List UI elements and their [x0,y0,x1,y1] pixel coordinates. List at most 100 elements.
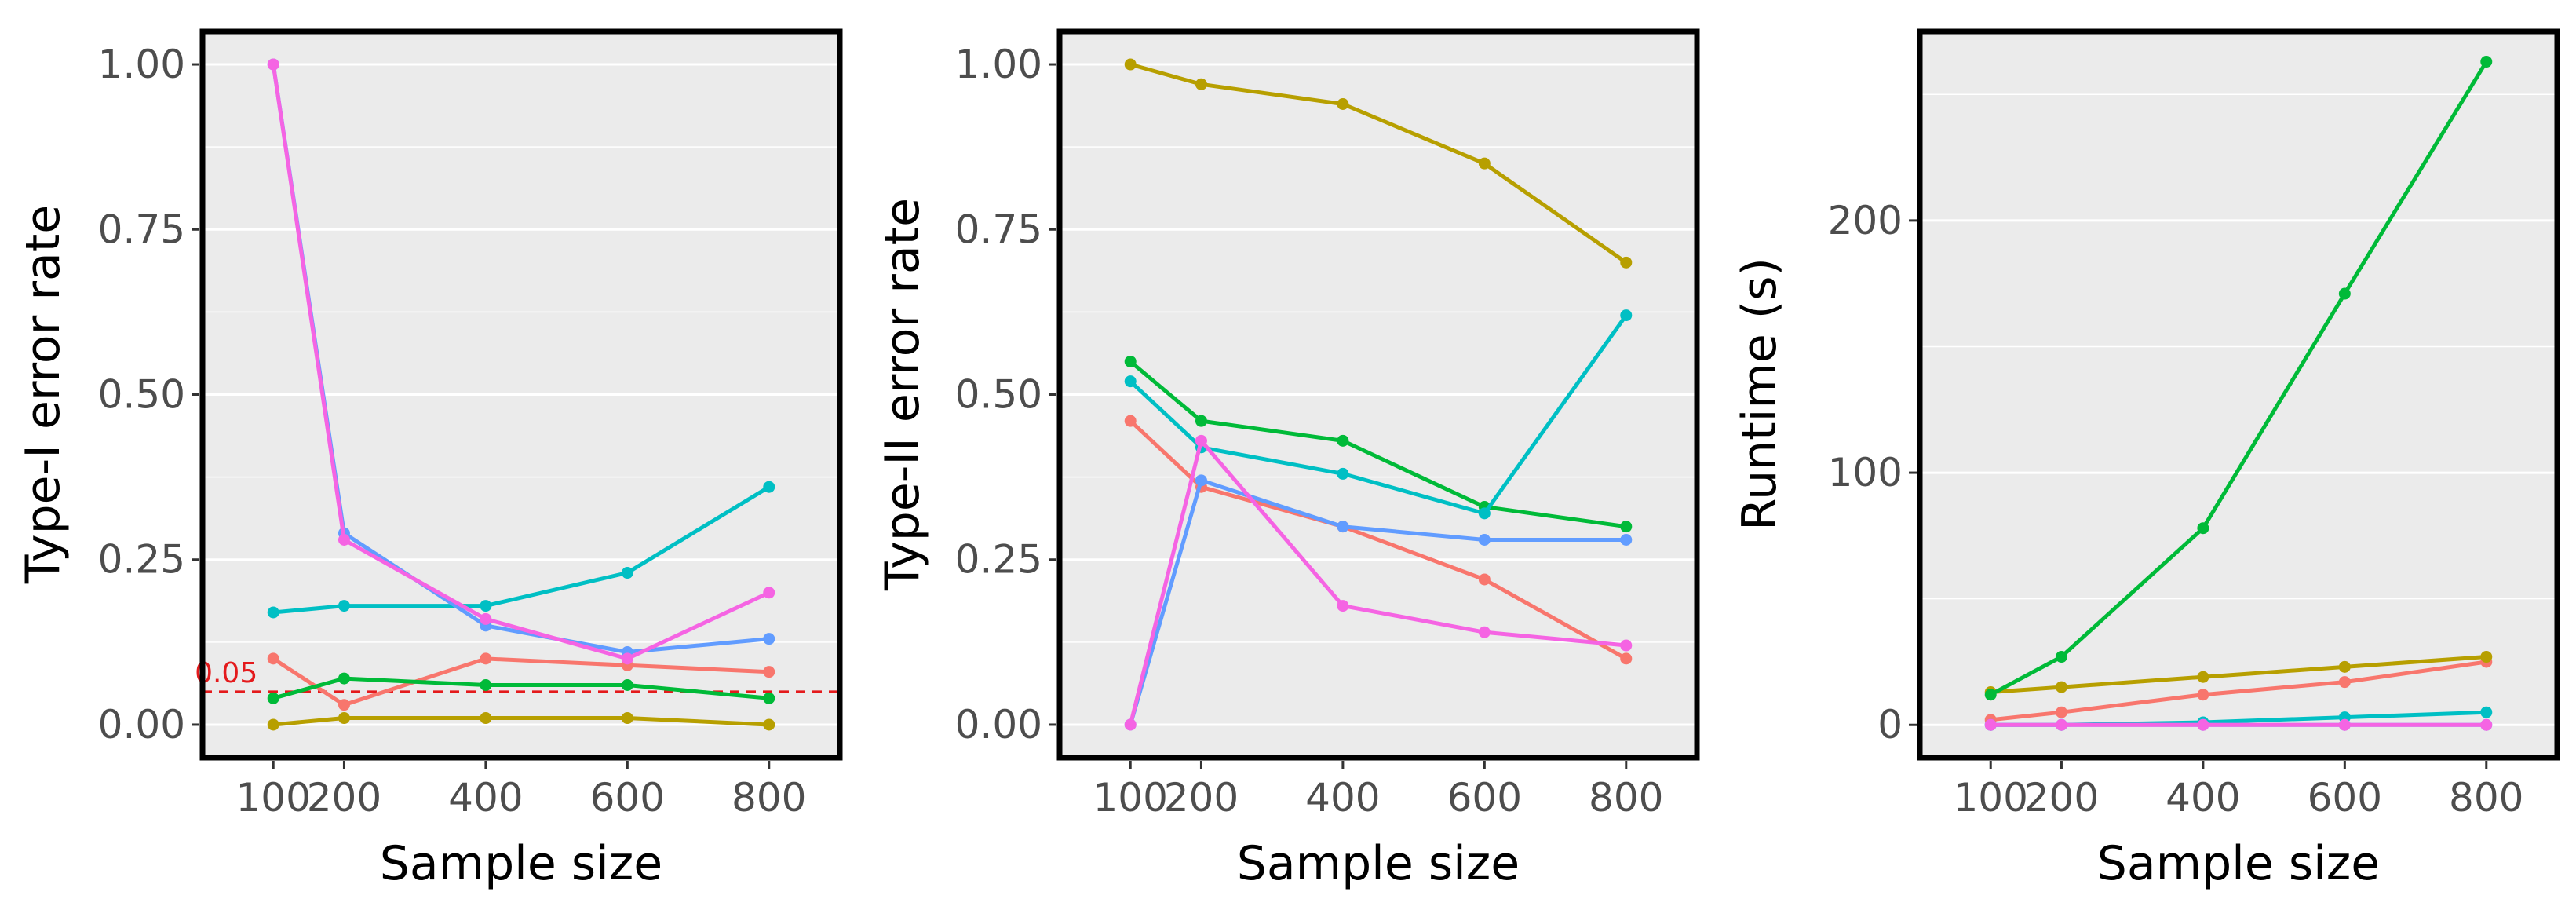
data-point [480,712,492,725]
data-point [1195,78,1207,90]
x-tick-label: 800 [2449,775,2523,820]
x-tick-label: 100 [236,775,311,820]
data-point [1124,375,1137,388]
data-point [1620,652,1633,665]
data-point [763,633,775,645]
data-point [2338,718,2351,731]
y-tick-label: 1.00 [98,42,185,87]
data-point [2197,718,2209,731]
data-point [1620,639,1633,652]
data-point [1195,415,1207,427]
data-point [1478,626,1491,638]
data-point [267,718,279,731]
data-point [480,600,492,612]
data-point [1124,718,1137,731]
data-point [1478,507,1491,520]
gridlines [1060,63,1697,726]
data-point [1620,309,1633,322]
x-tick-label: 100 [1954,775,2028,820]
data-point [1124,355,1137,367]
x-tick-label: 200 [307,775,381,820]
series-layer [1984,56,2493,731]
x-tick-label: 200 [2024,775,2099,820]
data-point [621,652,633,665]
data-point [1337,600,1349,612]
data-point [2055,706,2067,718]
data-point [763,692,775,704]
data-point [1124,58,1137,71]
panel-border [199,28,843,761]
data-point [1337,434,1349,447]
data-point [1478,534,1491,546]
data-point [2480,56,2493,68]
y-tick-label: 1.00 [955,42,1042,87]
x-tick-label: 400 [448,775,523,820]
data-point [267,652,279,665]
data-point [2197,689,2209,701]
panel-border [1917,28,2560,761]
y-tick-label: 0.00 [955,702,1042,747]
data-point [2480,651,2493,663]
x-tick-label: 600 [2308,775,2382,820]
x-tick-label: 800 [1589,775,1663,820]
data-point [2338,676,2351,689]
data-point [621,679,633,691]
y-tick-labels: 0 100 200 [1828,198,1917,747]
y-tick-label: 0 [1877,702,1903,747]
x-axis-title: Sample size [2097,836,2380,891]
data-point [1984,718,1997,731]
data-point [763,718,775,731]
data-point [621,712,633,725]
data-point [763,481,775,493]
data-point [763,666,775,678]
data-point [2055,718,2067,731]
data-point [2338,287,2351,300]
x-tick-label: 400 [1305,775,1380,820]
data-point [2197,522,2209,535]
data-point [338,672,350,685]
y-tick-label: 0.50 [955,372,1042,418]
y-tick-label: 0.25 [955,537,1042,583]
data-point [1337,521,1349,533]
data-point [2338,660,2351,673]
x-tick-label: 400 [2166,775,2240,820]
series-layer [1124,58,1633,731]
data-point [338,699,350,711]
panel-border [1056,28,1700,761]
panel-background [1920,31,2557,758]
data-point [2480,706,2493,718]
y-tick-label: 0.25 [98,537,185,583]
y-tick-label: 100 [1828,450,1903,495]
y-tick-label: 0.75 [98,206,185,252]
x-tick-label: 600 [590,775,665,820]
y-tick-label: 0.50 [98,372,185,418]
data-point [338,534,350,546]
data-point [2480,718,2493,731]
y-tick-labels: 0.00 0.25 0.50 0.75 1.00 [955,42,1056,747]
data-point [1478,157,1491,170]
data-point [2197,671,2209,683]
x-tick-label: 100 [1093,775,1168,820]
data-point [763,587,775,599]
y-axis-title: Type-I error rate [16,205,71,584]
data-point [1620,256,1633,269]
data-point [1195,434,1207,447]
x-tick-label: 800 [732,775,806,820]
data-point [267,692,279,704]
data-point [1337,98,1349,110]
data-point [267,58,279,71]
y-axis-title: Runtime (s) [1732,258,1787,531]
y-axis-title: Type-II error rate [875,198,930,591]
y-tick-label: 0.75 [955,206,1042,252]
data-point [480,652,492,665]
series-layer [267,58,775,731]
x-tick-label: 200 [1164,775,1239,820]
data-point [2055,651,2067,663]
